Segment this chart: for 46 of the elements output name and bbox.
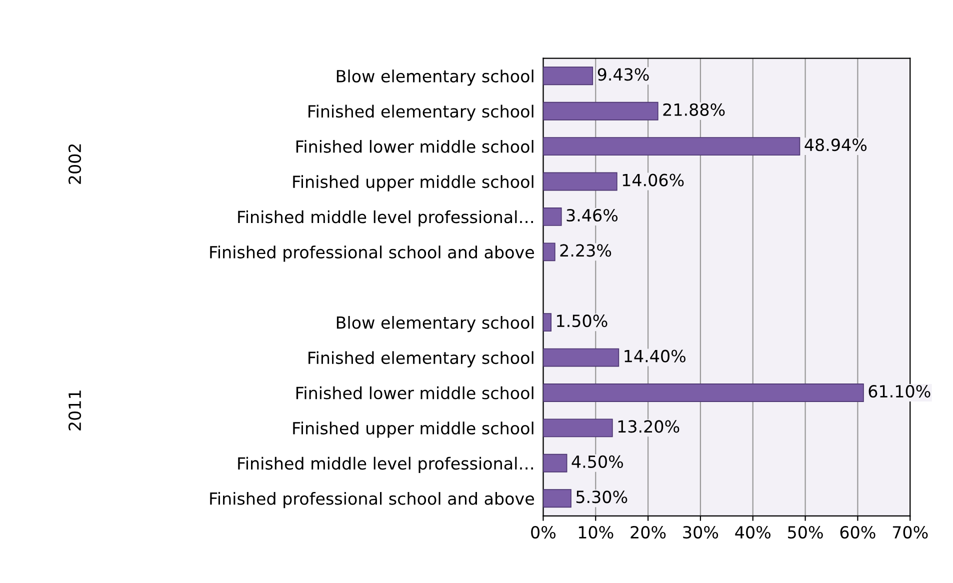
data-label: 48.94% <box>804 138 867 152</box>
x-tick-label: 10% <box>578 526 614 539</box>
bar <box>543 313 552 332</box>
bar <box>543 172 618 191</box>
bar <box>543 66 594 86</box>
bar <box>543 454 568 472</box>
y-tick-label: Finished elementary school <box>308 351 534 368</box>
data-label: 5.30% <box>576 490 628 504</box>
bar <box>543 418 613 438</box>
y-tick-label: Finished lower middle school <box>296 140 534 153</box>
data-label: 14.06% <box>622 174 684 186</box>
data-label: 4.50% <box>572 455 623 468</box>
data-label: 9.43% <box>598 68 649 81</box>
text: 2011 <box>68 390 82 430</box>
x-tick-label: 20% <box>630 526 666 539</box>
x-tick-label: 60% <box>840 526 876 539</box>
y-tick-label: Finished middle level professional… <box>238 210 533 227</box>
y-tick-label: Finished professional school and above <box>210 246 534 262</box>
bar <box>543 242 556 262</box>
data-label: 13.20% <box>618 420 680 433</box>
bar <box>543 348 620 367</box>
x-tick-label: 30% <box>683 526 718 539</box>
bar <box>543 137 800 156</box>
y-tick-label: Finished upper middle school <box>293 422 534 438</box>
bar <box>543 489 572 508</box>
x-tick-label: 70% <box>892 526 928 539</box>
y-tick-label: Finished middle level professional… <box>238 456 533 473</box>
x-tick-label: 0% <box>531 526 556 539</box>
data-label: 14.40% <box>624 350 686 362</box>
x-tick-label: 50% <box>788 526 823 539</box>
y-tick-label: Finished elementary school <box>308 104 534 121</box>
y-tick-label: Finished upper middle school <box>293 175 534 192</box>
bar <box>543 208 562 226</box>
bar <box>543 384 864 402</box>
data-label: 61.10% <box>868 384 930 398</box>
data-label: 1.50% <box>557 314 608 328</box>
data-label: 3.46% <box>566 208 618 222</box>
data-label: 2.23% <box>560 244 612 257</box>
y-tick-label: Blow elementary school <box>336 70 534 86</box>
y-tick-label: Blow elementary school <box>336 316 534 332</box>
data-label: 21.88% <box>663 103 725 116</box>
y-tick-label: Finished professional school and above <box>210 492 534 508</box>
y-tick-label: Finished lower middle school <box>296 386 534 400</box>
bar <box>543 102 658 120</box>
text: 2002 <box>68 144 82 184</box>
x-tick-label: 40% <box>735 526 770 539</box>
